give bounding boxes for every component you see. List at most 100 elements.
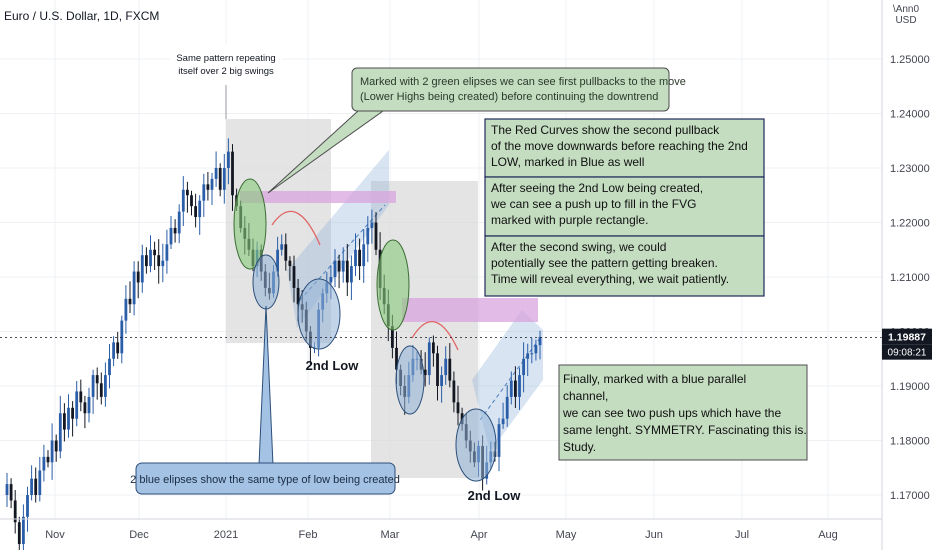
time-axis[interactable]: Nov Dec 2021 Feb Mar Apr May Jun Jul Aug <box>0 518 882 541</box>
blue-ellipse-1 <box>252 254 280 310</box>
candle-body <box>276 249 279 272</box>
candle-body <box>128 298 132 305</box>
red-curves-note-box <box>484 118 765 178</box>
fvg-note-text: we can see a push up to fill in the FVG <box>490 197 696 211</box>
breaken-note-box <box>484 235 765 297</box>
candle-body <box>67 407 70 430</box>
candle-body <box>296 287 300 305</box>
candle-body <box>231 151 234 196</box>
candle-body <box>214 168 218 179</box>
candle-body <box>206 184 210 190</box>
candle-body <box>370 222 374 228</box>
candle-body <box>177 211 181 234</box>
annotation-callouts: Same pattern repeating itself over 2 big … <box>130 45 808 503</box>
candle-body <box>173 227 177 234</box>
fvg-rectangle-1 <box>240 191 396 203</box>
symmetry-note-text: same lenght. SYMMETRY. Fascinating this … <box>563 423 807 437</box>
candle-body <box>91 375 95 397</box>
candle-body <box>505 396 509 419</box>
red-curves-note-text: The Red Curves show the second pullback <box>491 123 720 137</box>
candle-body <box>522 358 525 376</box>
candle-body <box>440 375 443 386</box>
price-tick-label: 1.17000 <box>890 490 930 502</box>
green-ellipse-1 <box>233 178 267 270</box>
candle-body <box>509 380 513 397</box>
candle-body <box>79 391 83 403</box>
fvg-rectangle-2 <box>402 298 538 322</box>
candle-body <box>198 200 202 218</box>
candle-body <box>341 260 345 272</box>
red-curves-note-text: LOW, marked in Blue as well <box>491 155 644 169</box>
time-tick-label: Feb <box>299 529 318 541</box>
time-tick-label: Aug <box>818 529 838 541</box>
candle-body <box>34 478 38 495</box>
candle-body <box>157 255 161 267</box>
red-curve-1 <box>271 210 321 246</box>
symmetry-note-text: we can see two push ups which have the <box>562 406 781 420</box>
candle-body <box>350 266 353 283</box>
price-tick-label: 1.23000 <box>890 163 930 175</box>
candle-body <box>337 260 341 272</box>
candle-body <box>13 500 17 523</box>
symmetry-note-text: Finally, marked with a blue parallel <box>563 372 746 386</box>
candle-body <box>514 380 517 397</box>
candle-body <box>108 358 111 376</box>
symmetry-note-box <box>558 364 808 461</box>
price-tick-label: 1.25000 <box>890 54 930 66</box>
time-tick-label: May <box>556 529 577 541</box>
candle-body <box>210 178 214 190</box>
countdown-value: 09:08:21 <box>888 348 927 359</box>
candle-body <box>181 189 185 212</box>
candle-body <box>30 478 33 495</box>
pattern-note-box <box>170 45 282 85</box>
candle-body <box>124 298 128 321</box>
candle-body <box>112 342 115 359</box>
breaken-note-text: After the second swing, we could <box>491 240 666 254</box>
price-tick-label: 1.19000 <box>890 381 930 393</box>
breaken-note-text: potentially see the pattern getting brea… <box>491 256 718 270</box>
channel-midline-2 <box>479 337 541 421</box>
candle-body <box>83 402 87 414</box>
candle-body <box>104 375 107 397</box>
candle-body <box>132 271 136 305</box>
candle-body <box>202 184 206 201</box>
candle-body <box>501 418 505 425</box>
price-tick-label: 1.18000 <box>890 436 930 448</box>
fvg-note-text: After seeing the 2nd Low being created, <box>491 181 703 195</box>
candle-body <box>50 440 54 463</box>
candle-body <box>362 244 366 267</box>
price-axis[interactable]: 1.250001.240001.230001.220001.210001.200… <box>881 0 932 550</box>
candle-body <box>452 380 456 403</box>
blue-ellipse-3 <box>395 345 425 415</box>
candle-body <box>149 249 152 267</box>
last-price-tag <box>882 328 932 345</box>
candle-body <box>87 396 91 414</box>
candle-body <box>358 249 361 267</box>
candle-body <box>227 151 230 168</box>
candle-body <box>161 260 165 267</box>
currency-label: USD <box>895 15 916 26</box>
candle-body <box>63 413 66 430</box>
candle-body <box>292 266 296 288</box>
candle-body <box>538 336 542 346</box>
candle-body <box>99 383 103 397</box>
candle-body <box>136 271 140 283</box>
candle-body <box>448 358 452 381</box>
candle-body <box>120 320 124 354</box>
time-tick-label: 2021 <box>214 529 238 541</box>
time-tick-label: Dec <box>129 529 149 541</box>
candle-body <box>9 484 13 501</box>
candle-body <box>153 249 156 256</box>
candle-body <box>54 440 58 452</box>
candle-body <box>284 244 288 261</box>
candle-body <box>194 206 197 218</box>
chart-title: Euro / U.S. Dollar, 1D, FXCM <box>4 9 159 23</box>
time-tick-label: Jun <box>645 529 663 541</box>
candle-body <box>145 255 148 267</box>
parallel-channel-2 <box>472 310 543 452</box>
candle-body <box>432 342 435 354</box>
pattern-note-text: itself over 2 big swings <box>178 66 274 77</box>
green-note-box <box>351 67 670 112</box>
